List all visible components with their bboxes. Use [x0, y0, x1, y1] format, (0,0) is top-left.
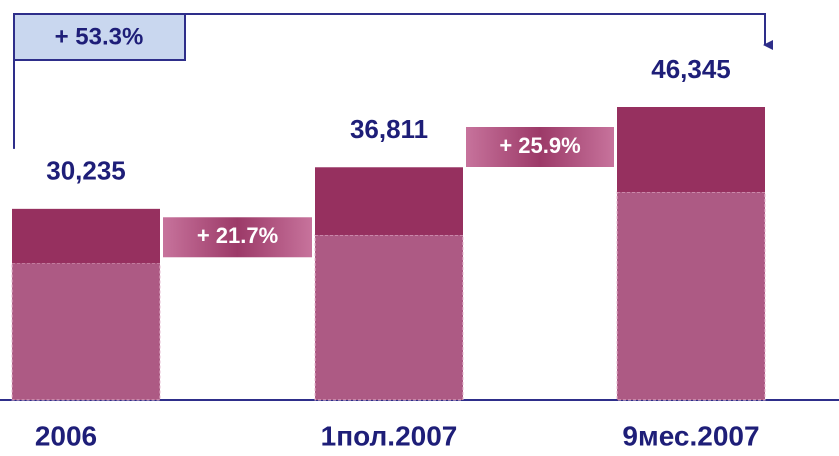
growth-box	[466, 127, 614, 167]
total-label: 30,235	[46, 156, 126, 186]
total-label: 46,345	[651, 54, 731, 84]
total-growth-label: + 53.3%	[55, 23, 144, 50]
bar-segment	[12, 208, 160, 264]
total-growth-box	[13, 13, 186, 61]
growth-label: + 25.9%	[499, 133, 580, 158]
bracket	[13, 13, 773, 149]
x-tick-label: 1пол.2007	[321, 420, 458, 451]
bar-segment	[617, 107, 765, 193]
bar-segment	[315, 167, 463, 235]
bar-segment	[314, 234, 464, 401]
growth-box	[163, 217, 312, 258]
x-tick-label: 9мес.2007	[622, 420, 759, 451]
growth-label: + 21.7%	[197, 223, 278, 248]
bar-segment	[11, 262, 161, 401]
total-label: 36,811	[350, 114, 428, 144]
bar-segment	[616, 191, 766, 401]
x-tick-label: 2006	[35, 420, 97, 451]
